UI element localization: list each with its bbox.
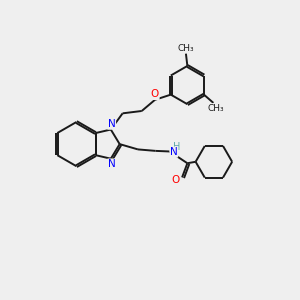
Text: N: N <box>108 119 116 129</box>
Text: H: H <box>173 142 181 152</box>
Text: N: N <box>170 147 178 157</box>
Text: O: O <box>151 89 159 100</box>
Text: N: N <box>108 159 116 169</box>
Text: O: O <box>172 175 180 185</box>
Text: CH₃: CH₃ <box>178 44 194 53</box>
Text: CH₃: CH₃ <box>207 104 224 113</box>
